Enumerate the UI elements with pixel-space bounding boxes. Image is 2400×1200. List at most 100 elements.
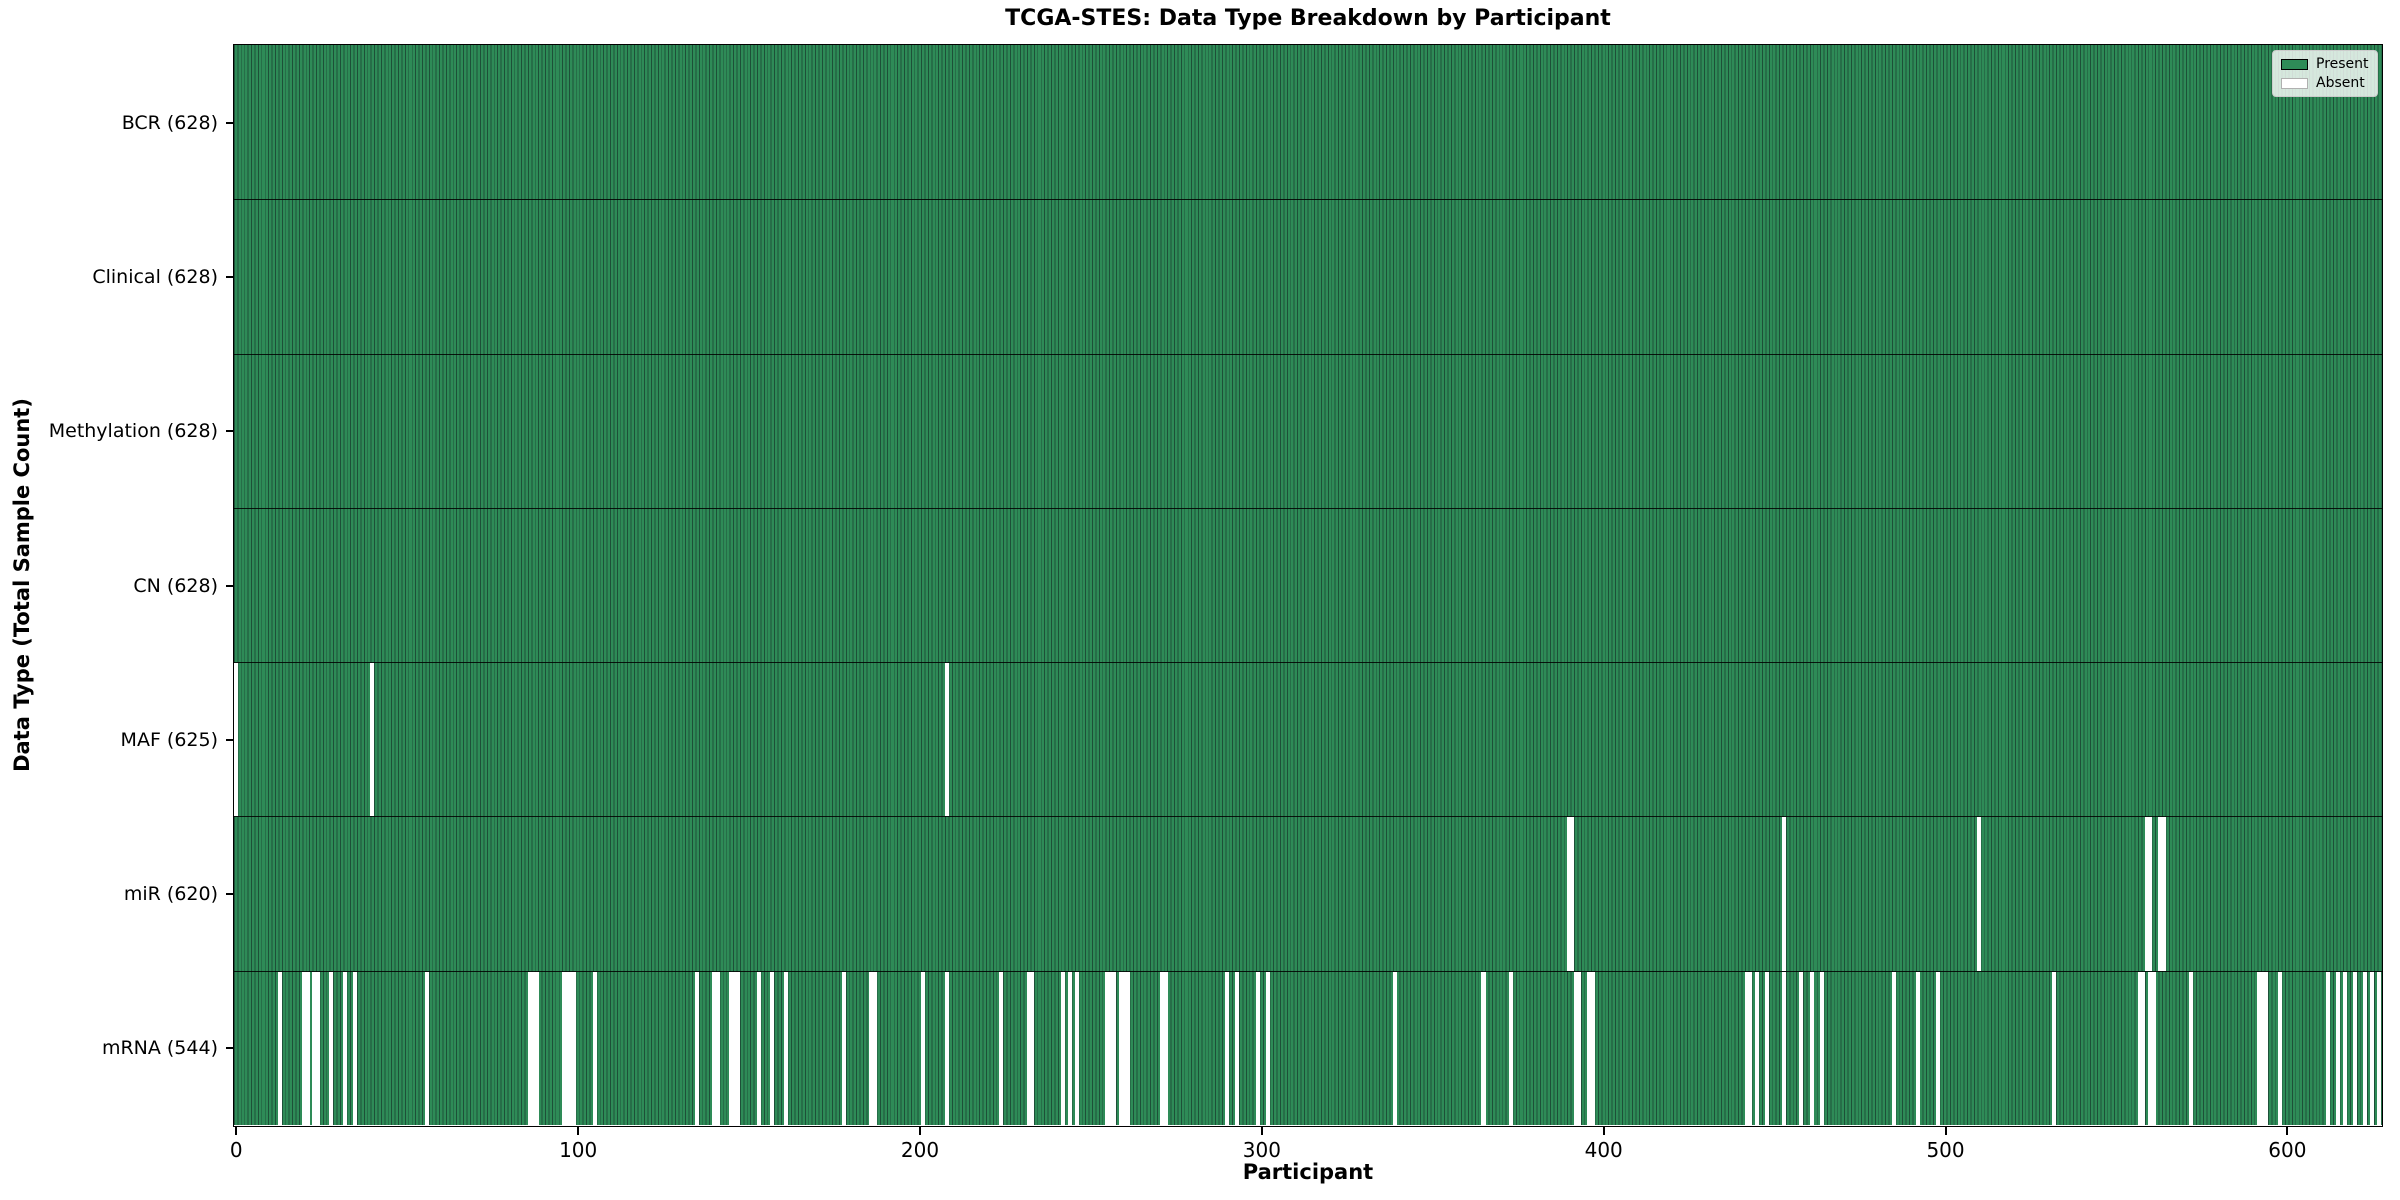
absent-mark-miR-453 bbox=[1782, 817, 1787, 971]
absent-mark-mRNA-492 bbox=[1915, 971, 1920, 1125]
absent-mark-mRNA-145 bbox=[729, 971, 734, 1125]
absent-mark-mRNA-615 bbox=[2336, 971, 2341, 1125]
absent-mark-mRNA-620 bbox=[2353, 971, 2358, 1125]
legend-label-absent: Absent bbox=[2316, 75, 2365, 91]
absent-mark-mRNA-290 bbox=[1225, 971, 1230, 1125]
absent-mark-mRNA-87 bbox=[531, 971, 536, 1125]
y-tick-label-mRNA: mRNA (544) bbox=[101, 1037, 218, 1060]
absent-mark-mRNA-97 bbox=[565, 971, 570, 1125]
x-tick-mark bbox=[1260, 1127, 1263, 1135]
absent-mark-mRNA-448 bbox=[1765, 971, 1770, 1125]
absent-mark-mRNA-98 bbox=[568, 971, 573, 1125]
absent-mark-mRNA-201 bbox=[920, 971, 925, 1125]
plot-area bbox=[233, 44, 2383, 1127]
absent-mark-mRNA-257 bbox=[1112, 971, 1117, 1125]
absent-mark-mRNA-255 bbox=[1105, 971, 1110, 1125]
absent-mark-mRNA-464 bbox=[1819, 971, 1824, 1125]
absent-mark-mRNA-617 bbox=[2342, 971, 2347, 1125]
absent-mark-mRNA-339 bbox=[1392, 971, 1397, 1125]
absent-mark-mRNA-146 bbox=[732, 971, 737, 1125]
absent-mark-mRNA-153 bbox=[756, 971, 761, 1125]
absent-mark-mRNA-598 bbox=[2277, 971, 2282, 1125]
absent-mark-mRNA-96 bbox=[561, 971, 566, 1125]
absent-mark-mRNA-461 bbox=[1809, 971, 1814, 1125]
absent-mark-mRNA-224 bbox=[999, 971, 1004, 1125]
absent-mark-mRNA-233 bbox=[1030, 971, 1035, 1125]
absent-mark-mRNA-443 bbox=[1748, 971, 1753, 1125]
y-tick-label-Clinical: Clinical (628) bbox=[92, 265, 218, 288]
y-tick-mark bbox=[226, 1047, 233, 1050]
row-band-BCR bbox=[234, 45, 2382, 200]
row-band-Clinical bbox=[234, 199, 2382, 354]
y-tick-mark bbox=[226, 121, 233, 124]
absent-mark-miR-559 bbox=[2144, 817, 2149, 971]
present-swatch-icon bbox=[2281, 58, 2308, 70]
y-tick-label-BCR: BCR (628) bbox=[121, 111, 218, 134]
absent-mark-mRNA-244 bbox=[1067, 971, 1072, 1125]
absent-mark-mRNA-256 bbox=[1108, 971, 1113, 1125]
absent-mark-MAF-0 bbox=[234, 663, 238, 817]
absent-mark-mRNA-458 bbox=[1799, 971, 1804, 1125]
absent-mark-mRNA-594 bbox=[2264, 971, 2269, 1125]
legend-item-absent: Absent bbox=[2281, 76, 2369, 90]
absent-mark-miR-390 bbox=[1566, 817, 1571, 971]
absent-mark-mRNA-186 bbox=[869, 971, 874, 1125]
absent-mark-mRNA-272 bbox=[1163, 971, 1168, 1125]
absent-mark-mRNA-208 bbox=[944, 971, 949, 1125]
x-tick-mark bbox=[235, 1127, 238, 1135]
y-tick-mark bbox=[226, 275, 233, 278]
absent-mark-mRNA-99 bbox=[572, 971, 577, 1125]
absent-mark-mRNA-560 bbox=[2147, 971, 2153, 1125]
absent-mark-mRNA-612 bbox=[2325, 971, 2330, 1125]
absent-mark-mRNA-572 bbox=[2189, 971, 2194, 1125]
absent-mark-mRNA-557 bbox=[2137, 971, 2142, 1125]
absent-mark-mRNA-20 bbox=[302, 971, 307, 1125]
absent-mark-mRNA-365 bbox=[1481, 971, 1486, 1125]
absent-mark-MAF-40 bbox=[370, 663, 375, 817]
x-tick-label-600: 600 bbox=[2268, 1138, 2307, 1162]
absent-mark-mRNA-32 bbox=[343, 971, 348, 1125]
absent-mark-mRNA-532 bbox=[2052, 971, 2057, 1125]
absent-mark-mRNA-627 bbox=[2377, 971, 2382, 1125]
absent-mark-miR-564 bbox=[2161, 817, 2166, 971]
absent-mark-mRNA-28 bbox=[329, 971, 334, 1125]
absent-mark-mRNA-373 bbox=[1508, 971, 1513, 1125]
y-tick-mark bbox=[226, 738, 233, 741]
absent-mark-mRNA-147 bbox=[736, 971, 741, 1125]
absent-mark-mRNA-135 bbox=[695, 971, 700, 1125]
absent-mark-mRNA-561 bbox=[2151, 971, 2156, 1125]
absent-mark-mRNA-259 bbox=[1119, 971, 1124, 1125]
absent-mark-miR-563 bbox=[2158, 817, 2163, 971]
absent-mark-mRNA-453 bbox=[1782, 971, 1787, 1125]
row-band-miR bbox=[234, 816, 2382, 971]
x-tick-label-0: 0 bbox=[229, 1138, 243, 1162]
x-tick-label-500: 500 bbox=[1926, 1138, 1965, 1162]
absent-mark-mRNA-23 bbox=[312, 971, 317, 1125]
x-tick-mark bbox=[1602, 1127, 1605, 1135]
legend-item-present: Present bbox=[2281, 57, 2369, 71]
absent-mark-mRNA-56 bbox=[425, 971, 430, 1125]
absent-mark-mRNA-593 bbox=[2260, 971, 2265, 1125]
absent-mark-mRNA-21 bbox=[305, 971, 310, 1125]
y-tick-label-MAF: MAF (625) bbox=[120, 728, 218, 751]
row-band-MAF bbox=[234, 662, 2382, 817]
absent-mark-mRNA-24 bbox=[315, 971, 320, 1125]
absent-mark-mRNA-35 bbox=[353, 971, 358, 1125]
absent-mark-mRNA-246 bbox=[1074, 971, 1079, 1125]
absent-mark-mRNA-442 bbox=[1744, 971, 1749, 1125]
y-tick-label-CN: CN (628) bbox=[133, 574, 218, 597]
y-tick-label-Methylation: Methylation (628) bbox=[48, 420, 218, 443]
y-tick-mark bbox=[226, 584, 233, 587]
absent-mark-mRNA-299 bbox=[1255, 971, 1260, 1125]
y-axis-label: Data Type (Total Sample Count) bbox=[10, 398, 34, 772]
absent-mark-mRNA-261 bbox=[1125, 971, 1130, 1125]
row-band-Methylation bbox=[234, 353, 2382, 508]
absent-mark-MAF-208 bbox=[944, 663, 949, 817]
x-tick-label-400: 400 bbox=[1584, 1138, 1623, 1162]
absent-swatch-icon bbox=[2281, 77, 2308, 89]
chart-title: TCGA-STES: Data Type Breakdown by Partic… bbox=[1005, 6, 1611, 31]
y-tick-mark bbox=[226, 893, 233, 895]
legend-label-present: Present bbox=[2316, 56, 2369, 72]
absent-mark-mRNA-393 bbox=[1577, 971, 1582, 1125]
x-tick-mark bbox=[577, 1127, 580, 1135]
